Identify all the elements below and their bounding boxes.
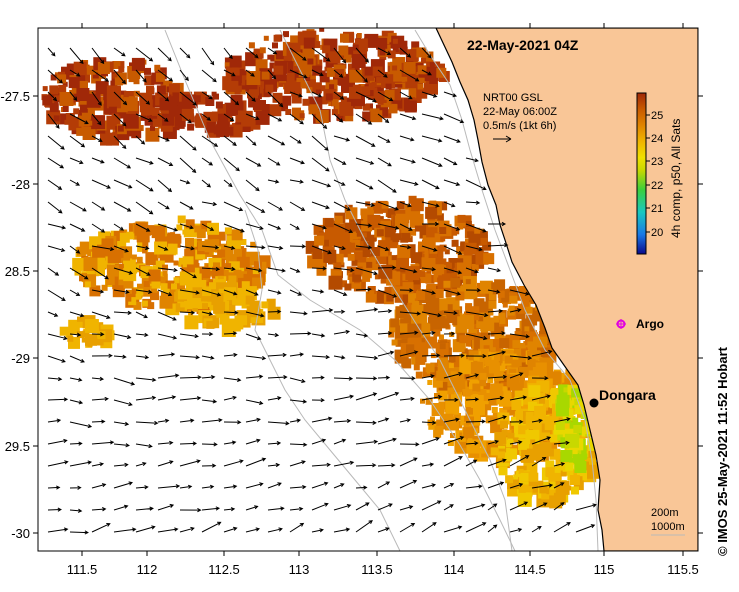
current-vectors: [47, 47, 597, 535]
y-tick-label: -30: [11, 526, 30, 541]
x-tick-label: 113.5: [361, 562, 393, 577]
argo-label: Argo: [636, 317, 664, 331]
colorbar-ramp: [636, 92, 647, 255]
contour-legend-shallow: 200m: [651, 507, 679, 519]
y-axis: -27.5 -28 28.5 -29 29.5 -30: [0, 89, 703, 541]
x-tick-label: 114: [444, 562, 465, 577]
sst-field: [41, 28, 604, 509]
x-tick-label: 113: [289, 562, 310, 577]
colorbar-tick-label: 23: [651, 156, 663, 168]
y-tick-label: -27.5: [0, 89, 30, 104]
y-tick-label: 28.5: [5, 264, 30, 279]
x-tick-label: 112: [137, 562, 158, 577]
x-tick-label: 111.5: [67, 562, 98, 577]
land-mass: [435, 28, 698, 551]
contour-legend-deep: 1000m: [651, 521, 685, 533]
x-tick-label: 115.5: [667, 562, 699, 577]
scale-arrow: [493, 135, 512, 143]
dongara-marker: [589, 398, 599, 408]
colorbar-tick-label: 21: [651, 203, 663, 215]
y-tick-label: -28: [11, 177, 30, 192]
annotation-line-2: 22-May 06:00Z: [483, 106, 557, 118]
y-tick-label: -29: [11, 351, 30, 366]
x-axis: 111.5 112 112.5 113 113.5 114 114.5 115 115.5: [67, 23, 699, 577]
colorbar-tick-label: 24: [651, 133, 663, 145]
x-tick-label: 115: [594, 562, 615, 577]
argo-marker: [616, 319, 626, 329]
colorbar-tick-label: 22: [651, 180, 663, 192]
colorbar-tick-label: 25: [651, 110, 663, 122]
plot-frame: [37, 27, 699, 552]
colorbar: 20 21 22 23 24 25 4h comp, p50, All Sats: [636, 92, 683, 255]
annotation-line-3: 0.5m/s (1kt 6h): [483, 120, 556, 132]
x-tick-label: 112.5: [208, 562, 240, 577]
colorbar-label: 4h comp, p50, All Sats: [669, 119, 683, 238]
colorbar-tick-label: 20: [651, 227, 663, 239]
map-title: 22-May-2021 04Z: [467, 37, 579, 53]
dongara-label: Dongara: [599, 387, 656, 403]
x-tick-label: 114.5: [514, 562, 546, 577]
annotation-line-1: NRT00 GSL: [483, 92, 543, 104]
credit-text: © IMOS 25-May-2021 11:52 Hobart: [715, 346, 730, 556]
y-tick-label: 29.5: [5, 439, 30, 454]
